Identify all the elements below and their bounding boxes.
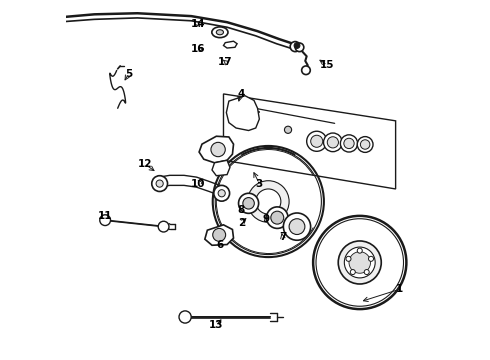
Circle shape xyxy=(243,198,254,209)
Circle shape xyxy=(256,189,281,214)
Text: 2: 2 xyxy=(238,218,245,228)
Circle shape xyxy=(289,219,305,234)
Text: 6: 6 xyxy=(216,239,223,249)
Circle shape xyxy=(156,180,163,187)
Ellipse shape xyxy=(216,30,223,35)
Circle shape xyxy=(344,138,354,149)
Text: 15: 15 xyxy=(320,60,335,70)
Polygon shape xyxy=(226,96,259,131)
Circle shape xyxy=(361,140,370,149)
Circle shape xyxy=(294,42,300,48)
Text: 8: 8 xyxy=(238,206,245,216)
Text: 10: 10 xyxy=(191,179,206,189)
Circle shape xyxy=(313,216,406,309)
Circle shape xyxy=(158,221,169,232)
Circle shape xyxy=(152,176,168,192)
Circle shape xyxy=(302,66,310,75)
Circle shape xyxy=(327,137,339,148)
Text: 1: 1 xyxy=(395,284,403,294)
Circle shape xyxy=(295,43,304,51)
Text: 12: 12 xyxy=(137,159,152,169)
Text: 4: 4 xyxy=(237,89,245,99)
Ellipse shape xyxy=(212,27,228,38)
Circle shape xyxy=(346,256,351,261)
Text: 5: 5 xyxy=(125,69,132,79)
Text: 17: 17 xyxy=(218,57,233,67)
Circle shape xyxy=(247,181,289,222)
Circle shape xyxy=(368,256,373,261)
Circle shape xyxy=(307,131,327,151)
Circle shape xyxy=(271,211,284,224)
Circle shape xyxy=(311,135,323,147)
Circle shape xyxy=(290,41,300,51)
Circle shape xyxy=(357,248,362,253)
Circle shape xyxy=(213,228,225,241)
Polygon shape xyxy=(205,225,234,245)
Circle shape xyxy=(357,136,373,152)
Polygon shape xyxy=(212,160,230,176)
Circle shape xyxy=(349,252,370,273)
Text: 7: 7 xyxy=(279,232,286,242)
Circle shape xyxy=(283,213,311,240)
Circle shape xyxy=(218,190,225,197)
Circle shape xyxy=(179,311,191,323)
Polygon shape xyxy=(199,136,234,163)
Circle shape xyxy=(267,207,288,228)
Circle shape xyxy=(285,126,292,134)
Text: 13: 13 xyxy=(209,320,223,330)
Circle shape xyxy=(344,247,375,278)
Text: 14: 14 xyxy=(190,19,205,29)
Circle shape xyxy=(350,270,355,275)
Text: 11: 11 xyxy=(98,211,112,221)
Circle shape xyxy=(213,146,324,257)
Circle shape xyxy=(239,193,259,213)
Circle shape xyxy=(100,215,111,226)
Circle shape xyxy=(338,241,381,284)
Circle shape xyxy=(364,270,369,275)
Text: 9: 9 xyxy=(263,215,270,224)
Circle shape xyxy=(214,185,230,201)
Circle shape xyxy=(341,135,358,152)
Text: 16: 16 xyxy=(191,44,206,54)
Text: 3: 3 xyxy=(256,179,263,189)
Circle shape xyxy=(323,133,342,152)
Circle shape xyxy=(211,142,225,157)
